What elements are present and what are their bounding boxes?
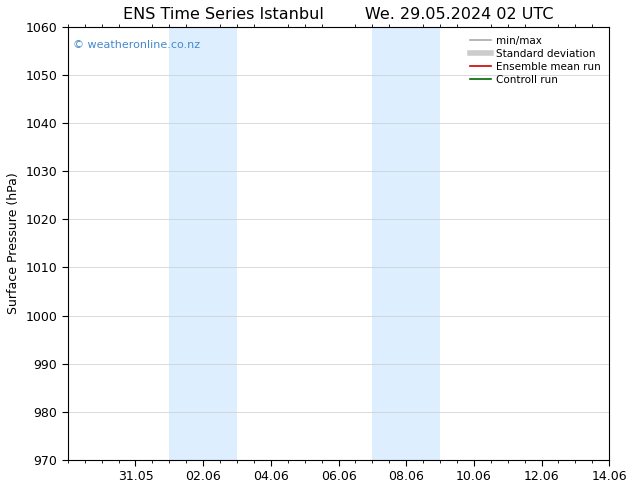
Y-axis label: Surface Pressure (hPa): Surface Pressure (hPa) bbox=[7, 172, 20, 314]
Title: ENS Time Series Istanbul        We. 29.05.2024 02 UTC: ENS Time Series Istanbul We. 29.05.2024 … bbox=[123, 7, 553, 22]
Text: © weatheronline.co.nz: © weatheronline.co.nz bbox=[73, 40, 200, 50]
Legend: min/max, Standard deviation, Ensemble mean run, Controll run: min/max, Standard deviation, Ensemble me… bbox=[467, 32, 604, 88]
Bar bbox=[372, 27, 440, 460]
Bar bbox=[169, 27, 237, 460]
